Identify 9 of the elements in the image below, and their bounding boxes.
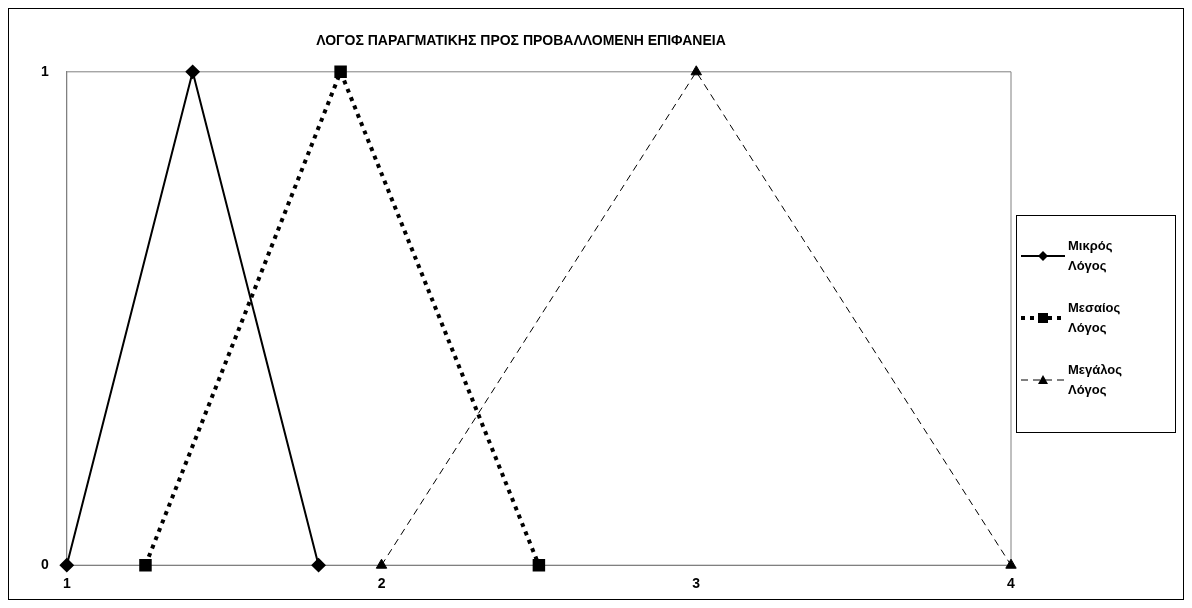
legend-label: Μεσαίος Λόγος bbox=[1068, 299, 1122, 337]
x-tick-label: 2 bbox=[377, 575, 386, 592]
x-tick-label: 3 bbox=[692, 575, 701, 592]
x-tick-label: 4 bbox=[1007, 575, 1016, 592]
x-tick-label: 1 bbox=[62, 575, 71, 592]
y-tick-label: 0 bbox=[40, 556, 49, 573]
legend-label: Μικρός Λόγος bbox=[1068, 237, 1114, 275]
legend-label: Μεγάλος Λόγος bbox=[1068, 361, 1123, 399]
chart-title: ΛΟΓΟΣ ΠΑΡΑΓΜΑΤΙΚΗΣ ΠΡΟΣ ΠΡΟΒΑΛΛΟΜΕΝΗ ΕΠΙΦΑΝΕΙΑ bbox=[316, 32, 726, 49]
